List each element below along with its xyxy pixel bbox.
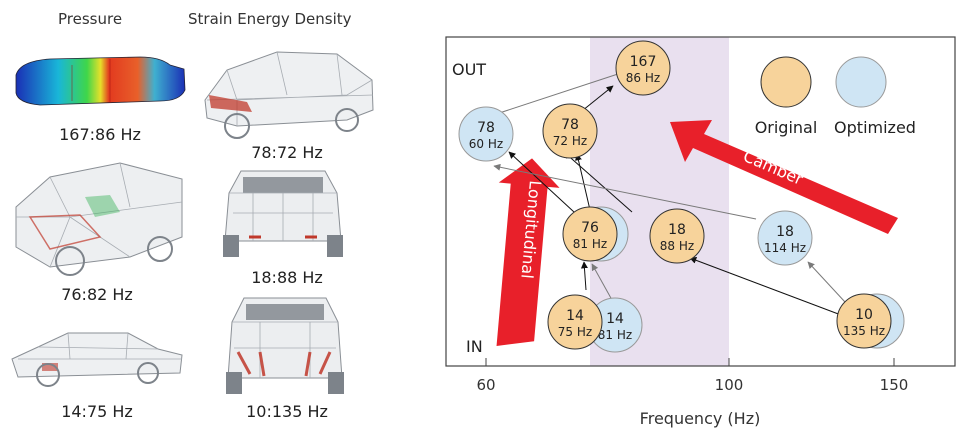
node-167-original: 167 86 Hz (615, 40, 671, 96)
svg-text:18: 18 (776, 224, 794, 240)
node-78-original: 78 72 Hz (542, 103, 598, 159)
x-tick-100: 100 (715, 376, 744, 394)
car-body-wireframe-side-icon (204, 51, 374, 139)
plot-frame (445, 36, 956, 367)
caption-14-75: 14:75 Hz (61, 402, 133, 421)
header-strain-energy: Strain Energy Density (188, 10, 352, 28)
svg-text:14: 14 (606, 311, 624, 327)
caption-78-72: 78:72 Hz (251, 143, 323, 162)
node-76-original: 76 81 Hz (562, 206, 618, 262)
label-in: IN (466, 337, 483, 356)
svg-text:81 Hz: 81 Hz (573, 237, 607, 251)
caption-10-135: 10:135 Hz (246, 402, 328, 421)
car-body-wireframe-rear-icon (223, 170, 343, 257)
svg-text:114 Hz: 114 Hz (764, 241, 806, 255)
x-axis-label: Frequency (Hz) (640, 409, 761, 428)
legend-original-swatch (760, 56, 812, 108)
caption-76-82: 76:82 Hz (61, 285, 133, 304)
node-14-optimized: 14 81 Hz (587, 297, 643, 353)
svg-text:78: 78 (477, 120, 495, 136)
connectors (480, 70, 846, 316)
x-tick-150: 150 (880, 376, 909, 394)
svg-text:88 Hz: 88 Hz (660, 239, 694, 253)
svg-text:72 Hz: 72 Hz (553, 134, 587, 148)
svg-text:75 Hz: 75 Hz (558, 325, 592, 339)
car-cabin-pressure-contour-icon (15, 56, 186, 106)
longitudinal-arrow: Longitudinal (496, 158, 560, 346)
svg-text:76: 76 (581, 220, 599, 236)
svg-text:60 Hz: 60 Hz (469, 137, 503, 151)
car-body-wireframe-side-icon (11, 332, 183, 387)
node-18-optimized: 18 114 Hz (757, 210, 813, 266)
car-body-wireframe-rear-icon (226, 297, 344, 394)
node-18-original: 18 88 Hz (649, 208, 705, 264)
svg-text:81 Hz: 81 Hz (598, 328, 632, 342)
svg-text:14: 14 (566, 308, 584, 324)
legend: Original Optimized (755, 56, 916, 137)
node-78-optimized: 78 60 Hz (458, 106, 514, 162)
caption-18-88: 18:88 Hz (251, 268, 323, 287)
legend-original-label: Original (755, 118, 818, 137)
car-body-wireframe-front-icon (15, 162, 183, 276)
svg-text:86 Hz: 86 Hz (626, 71, 660, 85)
legend-optimized-label: Optimized (834, 118, 916, 137)
node-10-original: 10 135 Hz (836, 293, 892, 349)
svg-text:135 Hz: 135 Hz (843, 324, 885, 338)
caption-167-86: 167:86 Hz (59, 125, 141, 144)
legend-optimized-swatch (835, 56, 887, 108)
svg-text:167: 167 (630, 54, 657, 70)
header-pressure: Pressure (58, 10, 123, 28)
svg-text:78: 78 (561, 117, 579, 133)
svg-text:10: 10 (855, 307, 873, 323)
transfer-path-diagram: 60 100 150 Frequency (Hz) OUT IN Longitu… (445, 36, 956, 428)
svg-text:18: 18 (668, 222, 686, 238)
node-14-original: 14 75 Hz (547, 294, 603, 350)
x-tick-60: 60 (476, 376, 495, 394)
label-out: OUT (452, 60, 486, 79)
